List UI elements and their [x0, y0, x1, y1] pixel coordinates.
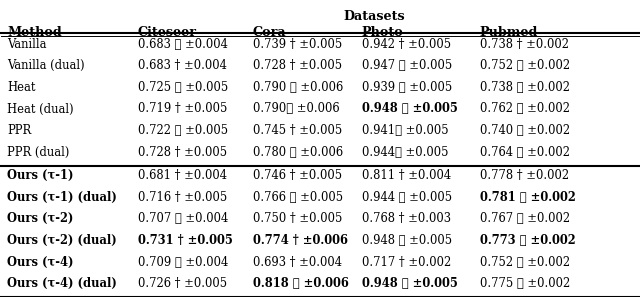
Text: 0.780 ★ ±0.006: 0.780 ★ ±0.006 — [253, 146, 343, 159]
Text: 0.719 † ±0.005: 0.719 † ±0.005 — [138, 102, 227, 116]
Text: 0.948 ★ ±0.005: 0.948 ★ ±0.005 — [362, 102, 458, 116]
Text: Vanilla (dual): Vanilla (dual) — [7, 59, 84, 72]
Text: 0.818 ★ ±0.006: 0.818 ★ ±0.006 — [253, 277, 349, 290]
Text: 0.939 ★ ±0.005: 0.939 ★ ±0.005 — [362, 81, 452, 94]
Text: 0.707 ★ ±0.004: 0.707 ★ ±0.004 — [138, 212, 228, 225]
Text: 0.693 † ±0.004: 0.693 † ±0.004 — [253, 256, 342, 268]
Text: 0.722 ★ ±0.005: 0.722 ★ ±0.005 — [138, 124, 228, 137]
Text: 0.739 † ±0.005: 0.739 † ±0.005 — [253, 38, 342, 51]
Text: 0.948 ★ ±0.005: 0.948 ★ ±0.005 — [362, 277, 458, 290]
Text: 0.728 † ±0.005: 0.728 † ±0.005 — [138, 146, 227, 159]
Text: 0.941★ ±0.005: 0.941★ ±0.005 — [362, 124, 448, 137]
Text: Heat: Heat — [7, 81, 36, 94]
Text: 0.781 ★ ±0.002: 0.781 ★ ±0.002 — [479, 191, 575, 204]
Text: 0.775 ★ ±0.002: 0.775 ★ ±0.002 — [479, 277, 570, 290]
Text: Ours (τ-1) (dual): Ours (τ-1) (dual) — [7, 191, 117, 204]
Text: PPR (dual): PPR (dual) — [7, 146, 70, 159]
Text: 0.681 † ±0.004: 0.681 † ±0.004 — [138, 169, 227, 182]
Text: 0.725 ★ ±0.005: 0.725 ★ ±0.005 — [138, 81, 228, 94]
Text: Cora: Cora — [253, 26, 287, 39]
Text: Datasets: Datasets — [344, 10, 405, 23]
Text: 0.766 ★ ±0.005: 0.766 ★ ±0.005 — [253, 191, 343, 204]
Text: Ours (τ-1): Ours (τ-1) — [7, 169, 74, 182]
Text: 0.745 † ±0.005: 0.745 † ±0.005 — [253, 124, 342, 137]
Text: 0.944★ ±0.005: 0.944★ ±0.005 — [362, 146, 448, 159]
Text: PPR: PPR — [7, 124, 31, 137]
Text: 0.790 ★ ±0.006: 0.790 ★ ±0.006 — [253, 81, 343, 94]
Text: 0.773 ★ ±0.002: 0.773 ★ ±0.002 — [479, 234, 575, 247]
Text: Method: Method — [7, 26, 62, 39]
Text: Heat (dual): Heat (dual) — [7, 102, 74, 116]
Text: 0.750 † ±0.005: 0.750 † ±0.005 — [253, 212, 342, 225]
Text: 0.738 † ±0.002: 0.738 † ±0.002 — [479, 38, 569, 51]
Text: 0.740 ★ ±0.002: 0.740 ★ ±0.002 — [479, 124, 570, 137]
Text: 0.774 † ±0.006: 0.774 † ±0.006 — [253, 234, 348, 247]
Text: 0.746 † ±0.005: 0.746 † ±0.005 — [253, 169, 342, 182]
Text: 0.944 ★ ±0.005: 0.944 ★ ±0.005 — [362, 191, 452, 204]
Text: Photo: Photo — [362, 26, 403, 39]
Text: 0.767 ★ ±0.002: 0.767 ★ ±0.002 — [479, 212, 570, 225]
Text: 0.717 † ±0.002: 0.717 † ±0.002 — [362, 256, 451, 268]
Text: Ours (τ-4): Ours (τ-4) — [7, 256, 74, 268]
Text: 0.752 ★ ±0.002: 0.752 ★ ±0.002 — [479, 256, 570, 268]
Text: Ours (τ-4) (dual): Ours (τ-4) (dual) — [7, 277, 117, 290]
Text: 0.683 ★ ±0.004: 0.683 ★ ±0.004 — [138, 38, 228, 51]
Text: 0.790★ ±0.006: 0.790★ ±0.006 — [253, 102, 340, 116]
Text: 0.726 † ±0.005: 0.726 † ±0.005 — [138, 277, 227, 290]
Text: Ours (τ-2) (dual): Ours (τ-2) (dual) — [7, 234, 117, 247]
Text: 0.768 † ±0.003: 0.768 † ±0.003 — [362, 212, 451, 225]
Text: 0.752 ★ ±0.002: 0.752 ★ ±0.002 — [479, 59, 570, 72]
Text: Pubmed: Pubmed — [479, 26, 538, 39]
Text: 0.811 † ±0.004: 0.811 † ±0.004 — [362, 169, 451, 182]
Text: 0.942 † ±0.005: 0.942 † ±0.005 — [362, 38, 451, 51]
Text: 0.947 ★ ±0.005: 0.947 ★ ±0.005 — [362, 59, 452, 72]
Text: Vanilla: Vanilla — [7, 38, 47, 51]
Text: 0.762 ★ ±0.002: 0.762 ★ ±0.002 — [479, 102, 570, 116]
Text: 0.764 ★ ±0.002: 0.764 ★ ±0.002 — [479, 146, 570, 159]
Text: 0.683 † ±0.004: 0.683 † ±0.004 — [138, 59, 227, 72]
Text: 0.731 † ±0.005: 0.731 † ±0.005 — [138, 234, 233, 247]
Text: 0.948 ★ ±0.005: 0.948 ★ ±0.005 — [362, 234, 452, 247]
Text: 0.738 ★ ±0.002: 0.738 ★ ±0.002 — [479, 81, 570, 94]
Text: Ours (τ-2): Ours (τ-2) — [7, 212, 74, 225]
Text: 0.716 † ±0.005: 0.716 † ±0.005 — [138, 191, 227, 204]
Text: 0.728 † ±0.005: 0.728 † ±0.005 — [253, 59, 342, 72]
Text: 0.778 † ±0.002: 0.778 † ±0.002 — [479, 169, 569, 182]
Text: 0.709 ★ ±0.004: 0.709 ★ ±0.004 — [138, 256, 228, 268]
Text: Citeseer: Citeseer — [138, 26, 197, 39]
